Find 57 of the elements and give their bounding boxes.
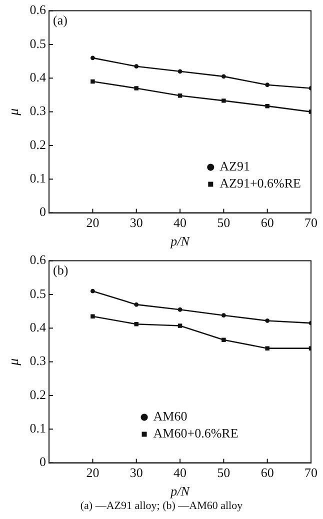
legend-label: AZ91 [220, 158, 250, 174]
point [221, 74, 226, 79]
y-tick-label: 0.3 [30, 353, 46, 368]
point [90, 56, 95, 60]
y-tick-label: 0.1 [30, 170, 46, 186]
x-tick-label: 40 [174, 465, 187, 480]
x-axis-title: p/N [170, 484, 191, 499]
chart-title: (a) [53, 12, 68, 28]
point [178, 94, 182, 98]
point [265, 346, 270, 350]
x-tick-label: 20 [86, 215, 100, 230]
point [265, 318, 270, 323]
x-tick-label: 70 [304, 465, 318, 480]
point [221, 313, 226, 318]
y-tick-label: 0.4 [30, 70, 47, 85]
point [134, 322, 138, 326]
legend-label: AZ91+0.6%RE [220, 176, 302, 191]
legend-label: AM60 [153, 408, 188, 424]
point [222, 338, 226, 342]
y-tick-label: 0.5 [30, 36, 46, 51]
point [90, 79, 95, 84]
x-tick-label: 20 [86, 465, 100, 480]
y-tick-label: 0.6 [30, 252, 47, 268]
point [178, 324, 182, 328]
point [222, 98, 226, 103]
point [90, 314, 95, 318]
point [134, 86, 138, 90]
y-tick-label: 0.2 [30, 136, 46, 152]
point [134, 302, 139, 307]
point [178, 307, 182, 312]
y-axis-title: μ [7, 358, 22, 366]
y-tick-label: 0.2 [30, 386, 46, 402]
y-tick-label: 0.6 [30, 2, 47, 18]
y-axis-title: μ [7, 108, 22, 116]
y-tick-label: 0.4 [30, 320, 47, 335]
point [134, 64, 139, 69]
point [265, 104, 270, 108]
y-tick-label: 0 [40, 454, 46, 470]
x-axis-title: p/N [170, 234, 191, 249]
chart-title: (b) [53, 262, 68, 278]
point [178, 69, 182, 74]
y-tick-label: 0.1 [30, 420, 46, 436]
x-tick-label: 60 [260, 465, 274, 480]
y-tick-label: 0 [40, 204, 46, 220]
y-tick-label: 0.3 [30, 103, 46, 118]
x-tick-label: 70 [304, 215, 318, 230]
x-tick-label: 50 [217, 215, 230, 230]
x-tick-label: 30 [130, 215, 143, 230]
x-tick-label: 60 [260, 215, 274, 230]
y-tick-label: 0.5 [30, 286, 46, 301]
x-tick-label: 50 [217, 465, 230, 480]
legend-label: AM60+0.6%RE [153, 426, 238, 441]
text: (a) —AZ91 alloy; (b) —AM60 alloy [79, 500, 244, 512]
x-tick-label: 30 [130, 465, 143, 480]
point [90, 288, 95, 294]
x-tick-label: 40 [174, 215, 187, 230]
point [265, 82, 270, 88]
